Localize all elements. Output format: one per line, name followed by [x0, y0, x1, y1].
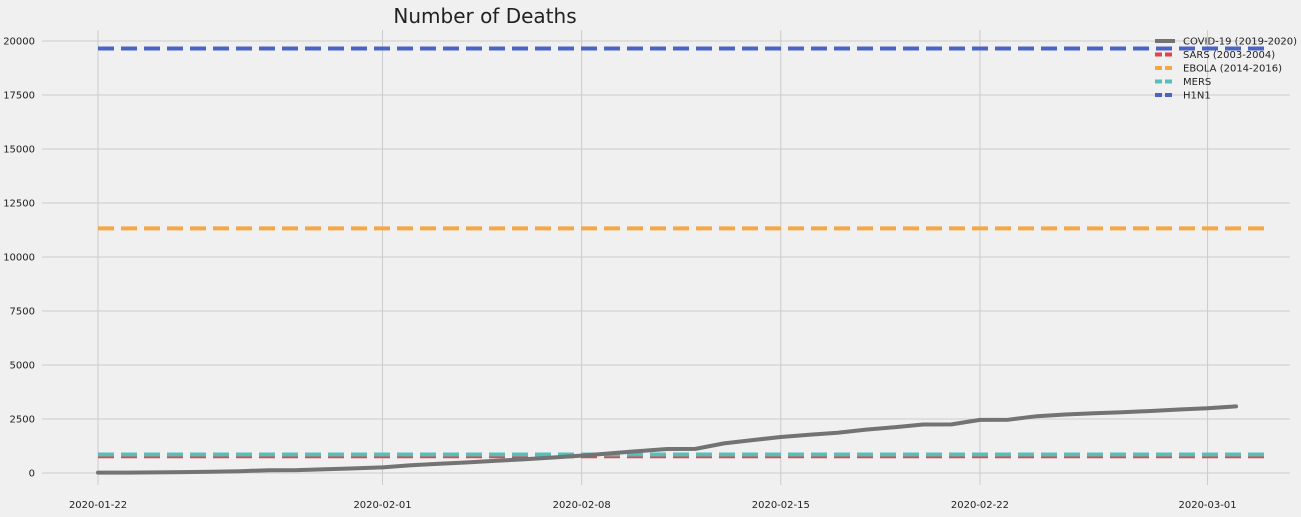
series-lines — [96, 46, 1265, 475]
y-tick-label: 7500 — [10, 307, 35, 318]
x-tick-label: 2020-02-08 — [553, 500, 611, 511]
legend: COVID-19 (2019-2020) SARS (2003-2004) EBOL… — [1155, 37, 1297, 102]
legend-label: EBOLA (2014-2016) — [1183, 64, 1282, 75]
y-tick-label: 15000 — [3, 145, 35, 156]
y-tick-label: 2500 — [10, 415, 35, 426]
x-tick-label: 2020-02-15 — [752, 500, 810, 511]
x-tick-label: 2020-01-22 — [69, 500, 127, 511]
legend-label: SARS (2003-2004) — [1183, 50, 1275, 61]
grid — [42, 30, 1290, 485]
y-tick-label: 17500 — [3, 91, 35, 102]
y-tick-label: 10000 — [3, 253, 35, 264]
y-tick-label: 5000 — [10, 361, 35, 372]
axis-labels: 0 2500 5000 7500 10000 12500 15000 17500 20000 20… — [3, 37, 1236, 512]
series-line-covid — [96, 404, 1238, 475]
legend-label: H1N1 — [1183, 91, 1211, 102]
x-tick-label: 2020-03-01 — [1178, 500, 1236, 511]
y-tick-label: 12500 — [3, 199, 35, 210]
chart-title: Number of Deaths — [393, 4, 576, 28]
legend-label: COVID-19 (2019-2020) — [1183, 37, 1297, 48]
y-tick-label: 0 — [29, 469, 35, 480]
x-tick-label: 2020-02-01 — [353, 500, 411, 511]
x-tick-label: 2020-02-22 — [951, 500, 1009, 511]
legend-label: MERS — [1183, 77, 1211, 88]
y-tick-label: 20000 — [3, 37, 35, 48]
